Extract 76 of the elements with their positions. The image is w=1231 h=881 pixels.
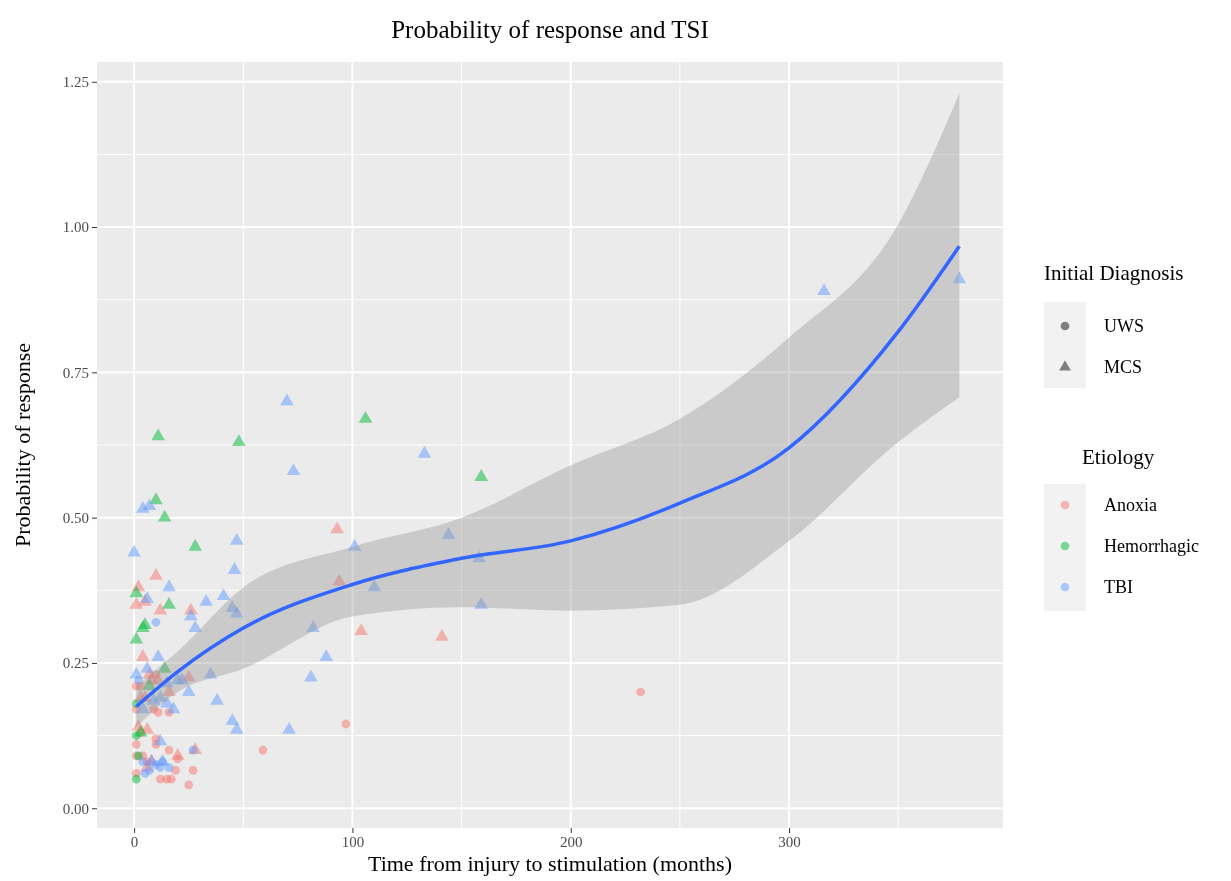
point bbox=[129, 596, 144, 609]
x-tick-label: 100 bbox=[341, 833, 365, 850]
chart-title: Probability of response and TSI bbox=[391, 16, 709, 43]
point bbox=[131, 774, 141, 784]
point bbox=[171, 766, 180, 775]
point bbox=[184, 780, 194, 790]
point bbox=[153, 602, 168, 615]
point bbox=[149, 567, 163, 580]
point bbox=[229, 721, 244, 734]
y-tick-label: 0.00 bbox=[62, 800, 89, 817]
point bbox=[133, 724, 148, 737]
y-tick-label: 0.50 bbox=[62, 509, 89, 526]
point bbox=[210, 692, 224, 705]
point bbox=[142, 498, 157, 510]
point bbox=[136, 649, 150, 662]
text: MCS bbox=[1104, 357, 1143, 377]
point bbox=[181, 684, 196, 696]
y-tick-label: 1.25 bbox=[62, 74, 89, 91]
point bbox=[129, 585, 144, 598]
point bbox=[435, 628, 449, 641]
point bbox=[232, 434, 246, 447]
point bbox=[162, 579, 176, 592]
legend-title: Etiology bbox=[1082, 445, 1155, 469]
point bbox=[282, 721, 296, 734]
point bbox=[162, 596, 176, 609]
point bbox=[151, 617, 161, 627]
point bbox=[229, 533, 244, 545]
point bbox=[157, 509, 172, 522]
point bbox=[258, 745, 268, 755]
point bbox=[129, 666, 144, 679]
point bbox=[225, 713, 240, 725]
point bbox=[138, 757, 148, 767]
point bbox=[417, 445, 432, 458]
y-tick-label: 1.00 bbox=[62, 219, 89, 236]
point bbox=[188, 745, 198, 755]
x-tick-label: 200 bbox=[559, 833, 583, 850]
point bbox=[188, 538, 203, 551]
legend-label: TBI bbox=[1104, 577, 1133, 597]
legend-label: Hemorrhagic bbox=[1104, 536, 1199, 556]
point bbox=[199, 594, 213, 606]
point bbox=[354, 623, 368, 635]
point bbox=[188, 620, 203, 632]
point bbox=[636, 687, 645, 697]
point bbox=[216, 588, 231, 601]
point bbox=[166, 774, 176, 784]
point bbox=[817, 283, 831, 295]
x-axis-title: Time from injury to stimulation (months) bbox=[367, 851, 733, 876]
point bbox=[129, 631, 144, 644]
text: Initial Diagnosis bbox=[1044, 261, 1184, 285]
point bbox=[127, 544, 141, 557]
point bbox=[304, 669, 318, 682]
point bbox=[164, 745, 174, 755]
point bbox=[151, 649, 165, 662]
point bbox=[188, 766, 198, 775]
point bbox=[227, 562, 242, 574]
point bbox=[330, 521, 344, 534]
point bbox=[341, 719, 351, 729]
point bbox=[474, 469, 489, 481]
legend-label: Anoxia bbox=[1104, 495, 1157, 515]
point bbox=[131, 739, 141, 749]
point bbox=[149, 492, 163, 505]
y-tick-label: 0.75 bbox=[62, 364, 89, 381]
point bbox=[140, 660, 155, 673]
y-axis-title: Probability of response bbox=[10, 342, 35, 548]
point bbox=[286, 463, 301, 476]
y-tick-label: 0.25 bbox=[62, 655, 89, 672]
text: UWS bbox=[1104, 316, 1144, 336]
point bbox=[319, 649, 334, 662]
point bbox=[151, 428, 165, 441]
point bbox=[170, 748, 185, 760]
x-tick-label: 0 bbox=[130, 833, 139, 850]
point bbox=[280, 393, 294, 406]
point bbox=[184, 608, 198, 621]
point bbox=[358, 411, 373, 423]
x-tick-label: 300 bbox=[778, 833, 801, 850]
point bbox=[153, 733, 168, 746]
